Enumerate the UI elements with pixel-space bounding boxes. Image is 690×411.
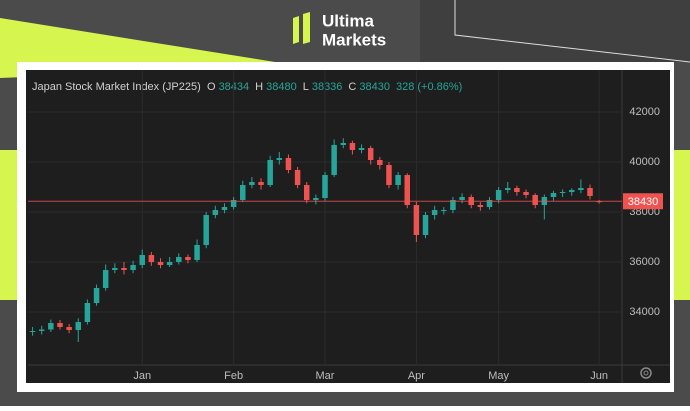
ohlc-label: H xyxy=(255,81,263,93)
last-price-label: 38430 xyxy=(628,196,659,208)
candle-body xyxy=(313,198,319,200)
candle-body xyxy=(578,188,584,190)
candle-body xyxy=(422,215,429,235)
candle-body xyxy=(112,268,118,270)
candle-body xyxy=(93,288,100,303)
candle-body xyxy=(532,195,538,205)
candle-body xyxy=(413,205,420,235)
logo-mark xyxy=(303,12,310,44)
settings-icon[interactable] xyxy=(640,367,652,379)
chart-header: Japan Stock Market Index (JP225) O 38434 H… xyxy=(32,81,462,93)
candle-body xyxy=(523,192,529,195)
candle-body xyxy=(340,143,347,145)
candle-body xyxy=(459,197,465,200)
candle-body xyxy=(267,160,273,185)
candle-body xyxy=(331,145,337,175)
chart-area xyxy=(26,70,670,383)
logo: Ultima Markets xyxy=(293,11,386,49)
x-tick-label: Feb xyxy=(224,370,243,382)
y-tick-label: 42000 xyxy=(629,106,660,118)
x-tick-label: Mar xyxy=(316,370,335,382)
candle-body xyxy=(514,188,520,192)
candle-body xyxy=(495,190,502,200)
accent-line xyxy=(454,0,690,63)
candle-body xyxy=(395,175,401,185)
candle-body xyxy=(221,207,228,210)
candle-body xyxy=(477,205,484,207)
brand-name: Markets xyxy=(322,30,386,49)
candle-body xyxy=(176,257,182,262)
candle-body xyxy=(404,175,410,205)
gear[interactable] xyxy=(640,367,652,379)
y-tick-label: 34000 xyxy=(629,306,660,318)
plot: 38430 xyxy=(28,138,663,342)
candle-body xyxy=(431,210,438,215)
candle-body xyxy=(194,245,200,260)
candle-body xyxy=(587,188,593,196)
candle-body xyxy=(386,165,392,185)
x-tick-label: Jan xyxy=(133,370,151,382)
x-tick-label: May xyxy=(488,370,509,382)
ohlc-label: C xyxy=(348,81,356,93)
ohlc-value: 38430 xyxy=(359,81,390,93)
candle-body xyxy=(559,192,566,193)
ohlc-value: 38336 xyxy=(312,81,343,93)
y-tick-label: 36000 xyxy=(629,256,660,268)
candle-body xyxy=(130,265,136,270)
candle-body xyxy=(66,327,72,330)
candle-body xyxy=(139,255,145,265)
candle-body xyxy=(249,182,255,185)
candle-body xyxy=(166,262,173,265)
candle-body xyxy=(212,210,219,215)
candle-body xyxy=(258,182,264,185)
y-tick-label: 40000 xyxy=(629,156,660,168)
candle-body xyxy=(185,257,191,260)
candle-body xyxy=(240,185,246,200)
x-tick-label: Jun xyxy=(590,370,608,382)
candle-body xyxy=(568,190,575,192)
x-tick-label: Apr xyxy=(408,370,425,382)
ohlc-label: O xyxy=(207,81,216,93)
candle-body xyxy=(38,329,45,331)
candle-body xyxy=(322,175,328,198)
candle-body xyxy=(230,200,237,207)
candle-body xyxy=(285,158,292,170)
candle-body xyxy=(203,215,209,245)
candle-body xyxy=(550,193,557,197)
candle-body xyxy=(157,262,164,265)
ohlc-value: 38480 xyxy=(266,81,297,93)
candle-body xyxy=(148,255,155,262)
candle-body xyxy=(505,188,511,190)
candle-body xyxy=(84,303,91,322)
candle-body xyxy=(75,322,82,330)
candle-body xyxy=(377,160,383,165)
brand-name: Ultima xyxy=(322,11,375,30)
candle-body xyxy=(102,270,109,288)
candle-body xyxy=(450,200,456,210)
candle-body xyxy=(29,331,36,332)
chart-title: Japan Stock Market Index (JP225) xyxy=(32,81,201,93)
candle-body xyxy=(48,323,54,330)
gear-hub[interactable] xyxy=(643,370,649,376)
last-price-box xyxy=(623,193,663,210)
candle-body xyxy=(349,143,356,150)
candle-body xyxy=(276,158,283,160)
candle-body xyxy=(303,185,310,200)
candle-body xyxy=(294,170,301,185)
ohlc-label: L xyxy=(303,81,309,93)
accent-shape xyxy=(420,0,690,62)
change-label: 328 (+0.86%) xyxy=(396,81,462,93)
candle-body xyxy=(121,268,127,270)
candle-body xyxy=(358,148,365,150)
candle-body xyxy=(441,210,447,211)
candle-body xyxy=(367,148,374,160)
candle-body xyxy=(486,200,493,207)
candle-body xyxy=(57,323,63,327)
logo-mark xyxy=(293,16,299,44)
